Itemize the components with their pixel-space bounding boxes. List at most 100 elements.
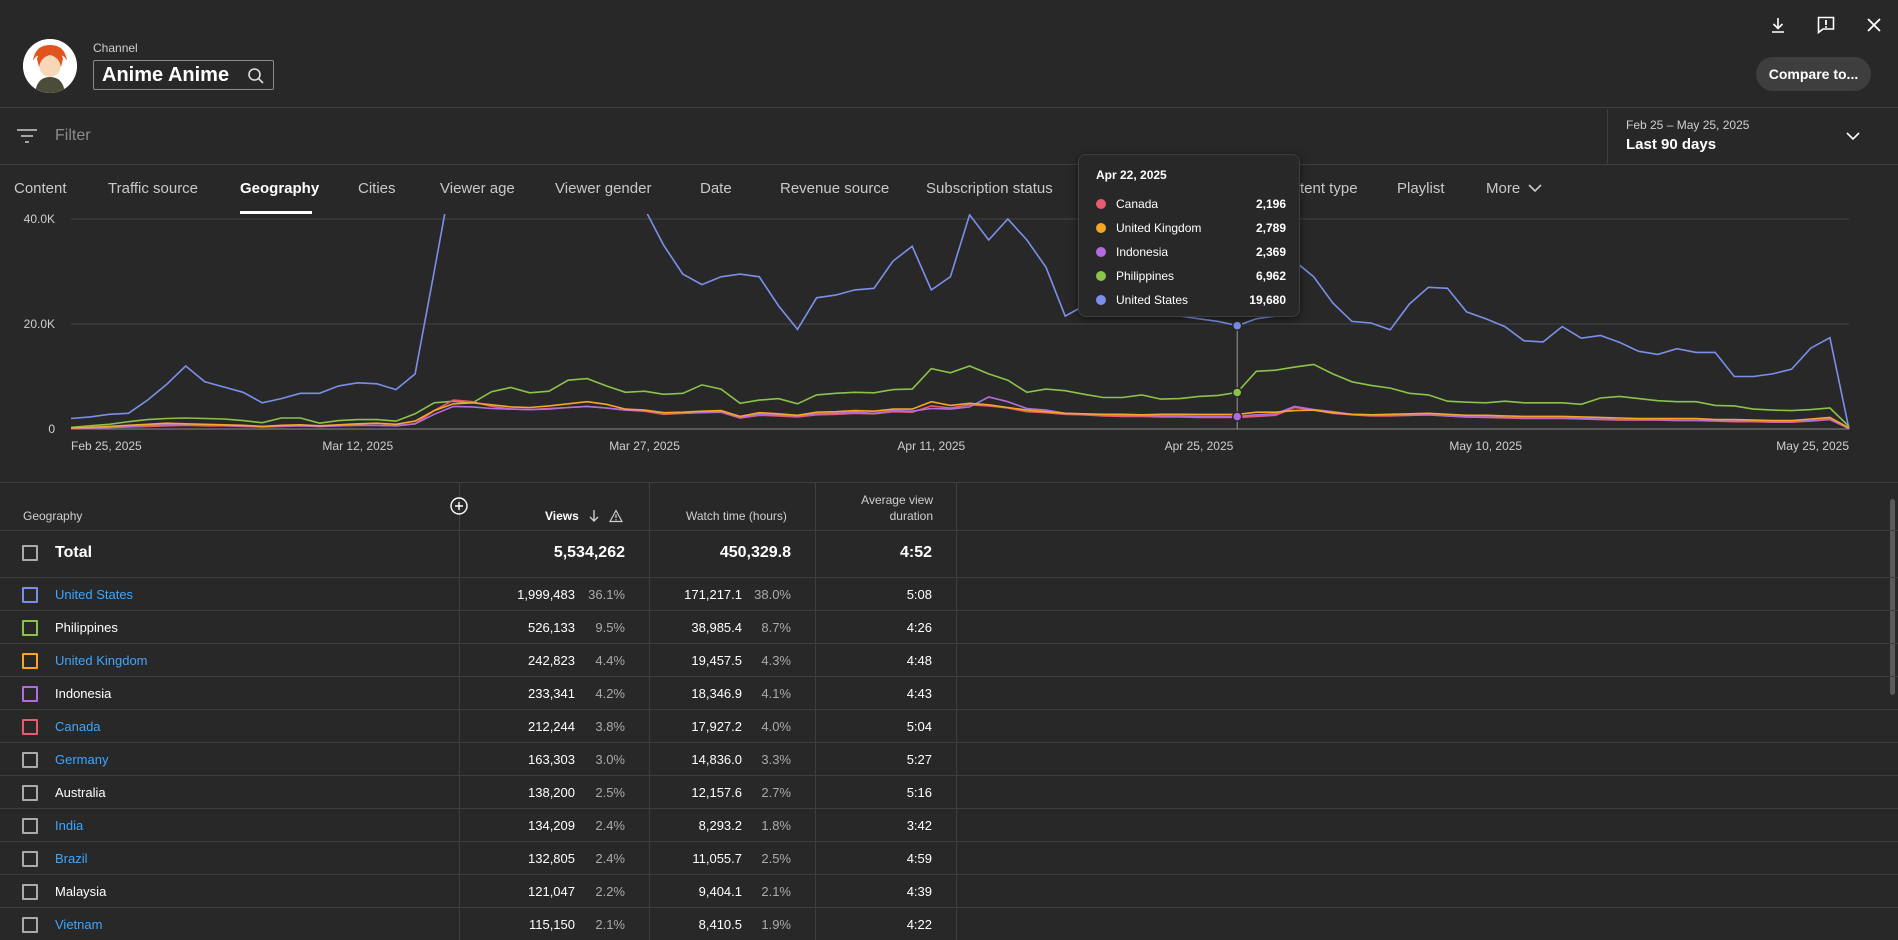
scrollbar[interactable] xyxy=(1890,499,1895,695)
total-checkbox[interactable] xyxy=(22,545,38,561)
table-row[interactable]: Germany 163,303 3.0% 14,836.0 3.3% 5:27 xyxy=(0,742,1898,775)
compare-button[interactable]: Compare to... xyxy=(1756,57,1871,91)
tab-geography[interactable]: Geography xyxy=(240,180,320,197)
tab-revenue-source[interactable]: Revenue source xyxy=(780,180,890,197)
avg-duration-value: 5:08 xyxy=(906,587,932,602)
total-avg-duration: 4:52 xyxy=(899,544,932,561)
watch-time-percent: 4.1% xyxy=(761,686,791,701)
download-icon[interactable] xyxy=(1754,8,1802,42)
warning-icon[interactable] xyxy=(609,509,623,523)
tab-cities[interactable]: Cities xyxy=(358,180,396,197)
feedback-icon[interactable] xyxy=(1802,8,1850,42)
table-row[interactable]: Philippines 526,133 9.5% 38,985.4 8.7% 4:26 xyxy=(0,610,1898,643)
filter-icon[interactable] xyxy=(16,127,38,145)
views-value: 134,209 xyxy=(528,818,575,833)
row-checkbox[interactable] xyxy=(22,719,38,735)
country-name[interactable]: United Kingdom xyxy=(55,653,148,668)
country-name[interactable]: United States xyxy=(55,587,134,602)
row-checkbox[interactable] xyxy=(22,587,38,603)
legend-dot xyxy=(1096,223,1106,233)
tab-subscription-status[interactable]: Subscription status xyxy=(926,180,1053,197)
avg-duration-value: 4:39 xyxy=(906,884,932,899)
watch-time-value: 171,217.1 xyxy=(684,587,742,602)
table-row[interactable]: United Kingdom 242,823 4.4% 19,457.5 4.3% 4:4… xyxy=(0,643,1898,676)
chevron-down-icon xyxy=(1846,132,1860,141)
row-checkbox[interactable] xyxy=(22,851,38,867)
table-row[interactable]: Australia 138,200 2.5% 12,157.6 2.7% 5:16 xyxy=(0,775,1898,808)
tooltip-series-value: 2,196 xyxy=(1255,197,1286,211)
total-watch-time: 450,329.8 xyxy=(719,544,791,561)
table-row[interactable]: India 134,209 2.4% 8,293.2 1.8% 3:42 xyxy=(0,808,1898,841)
channel-selector[interactable]: Anime Anime xyxy=(93,60,274,90)
row-checkbox[interactable] xyxy=(22,785,38,801)
tab-viewer-gender[interactable]: Viewer gender xyxy=(555,180,652,197)
filter-input[interactable]: Filter xyxy=(55,127,91,144)
table-row[interactable]: Malaysia 121,047 2.2% 9,404.1 2.1% 4:39 xyxy=(0,874,1898,907)
channel-avatar[interactable] xyxy=(23,39,77,93)
table-row[interactable]: Canada 212,244 3.8% 17,927.2 4.0% 5:04 xyxy=(0,709,1898,742)
row-checkbox[interactable] xyxy=(22,620,38,636)
country-name[interactable]: India xyxy=(55,818,84,833)
watch-time-percent: 38.0% xyxy=(754,587,791,602)
tooltip-series-name: Canada xyxy=(1116,197,1159,211)
views-percent: 2.1% xyxy=(595,917,625,932)
watch-time-value: 14,836.0 xyxy=(691,752,742,767)
tab-viewer-age[interactable]: Viewer age xyxy=(440,180,515,197)
sort-arrow-icon[interactable] xyxy=(587,508,601,524)
legend-dot xyxy=(1096,199,1106,209)
chart-svg: 0 20.0K 40.0K Feb 25, 2025 Mar 12, 2025 Mar 2… xyxy=(24,214,1850,453)
row-checkbox[interactable] xyxy=(22,653,38,669)
country-name[interactable]: Brazil xyxy=(55,851,88,866)
country-name[interactable]: Vietnam xyxy=(55,917,103,932)
header-geography[interactable]: Geography xyxy=(23,509,83,523)
tooltip-series-value: 2,789 xyxy=(1255,221,1286,235)
close-icon[interactable] xyxy=(1850,8,1898,42)
tab-content-type[interactable]: tent type xyxy=(1300,180,1358,197)
column-divider xyxy=(815,483,816,940)
header: Channel Anime Anime Compare to... xyxy=(0,0,1898,108)
table-row[interactable]: Vietnam 115,150 2.1% 8,410.5 1.9% 4:22 xyxy=(0,907,1898,940)
country-name[interactable]: Canada xyxy=(55,719,101,734)
avg-duration-value: 4:59 xyxy=(906,851,932,866)
header-avg-duration-line2[interactable]: duration xyxy=(889,509,933,523)
add-column-icon[interactable] xyxy=(450,497,468,515)
search-icon[interactable] xyxy=(247,67,265,85)
tab-date[interactable]: Date xyxy=(700,180,732,197)
table-row[interactable]: United States 1,999,483 36.1% 171,217.1 38.0… xyxy=(0,577,1898,610)
tooltip-series-name: United States xyxy=(1116,293,1189,307)
row-checkbox[interactable] xyxy=(22,917,38,933)
total-row: Total 5,534,262 450,329.8 4:52 xyxy=(0,530,1898,577)
tooltip-series-name: Indonesia xyxy=(1116,245,1169,259)
hover-point xyxy=(1231,411,1243,422)
watch-time-value: 11,055.7 xyxy=(692,851,742,866)
tab-content[interactable]: Content xyxy=(14,180,67,197)
x-tick-label: Apr 25, 2025 xyxy=(1165,439,1234,453)
tab-playlist[interactable]: Playlist xyxy=(1397,180,1445,197)
views-value: 526,133 xyxy=(528,620,575,635)
tab-more[interactable]: More xyxy=(1486,180,1542,197)
views-percent: 2.2% xyxy=(595,884,625,899)
date-range-selector[interactable]: Feb 25 – May 25, 2025 Last 90 days xyxy=(1607,109,1898,165)
x-tick-label: May 10, 2025 xyxy=(1449,439,1522,453)
header-watch-time[interactable]: Watch time (hours) xyxy=(686,509,787,523)
table-row[interactable]: Brazil 132,805 2.4% 11,055.7 2.5% 4:59 xyxy=(0,841,1898,874)
tab-traffic-source[interactable]: Traffic source xyxy=(108,180,199,197)
row-checkbox[interactable] xyxy=(22,752,38,768)
tooltip-series-value: 19,680 xyxy=(1249,293,1286,307)
avg-duration-value: 5:16 xyxy=(906,785,932,800)
avg-duration-value: 5:27 xyxy=(906,752,932,767)
header-views[interactable]: Views xyxy=(545,509,579,523)
series-line-indonesia xyxy=(70,396,1850,430)
row-checkbox[interactable] xyxy=(22,686,38,702)
table-row[interactable]: Indonesia 233,341 4.2% 18,346.9 4.1% 4:43 xyxy=(0,676,1898,709)
views-value: 138,200 xyxy=(528,785,575,800)
views-value: 132,805 xyxy=(528,851,575,866)
x-tick-label: May 25, 2025 xyxy=(1776,439,1849,453)
country-name[interactable]: Germany xyxy=(55,752,109,767)
views-value: 121,047 xyxy=(528,884,575,899)
tooltip-series-name: United Kingdom xyxy=(1116,221,1202,235)
watch-time-percent: 8.7% xyxy=(761,620,791,635)
row-checkbox[interactable] xyxy=(22,818,38,834)
header-avg-duration-line1[interactable]: Average view xyxy=(861,493,933,507)
row-checkbox[interactable] xyxy=(22,884,38,900)
